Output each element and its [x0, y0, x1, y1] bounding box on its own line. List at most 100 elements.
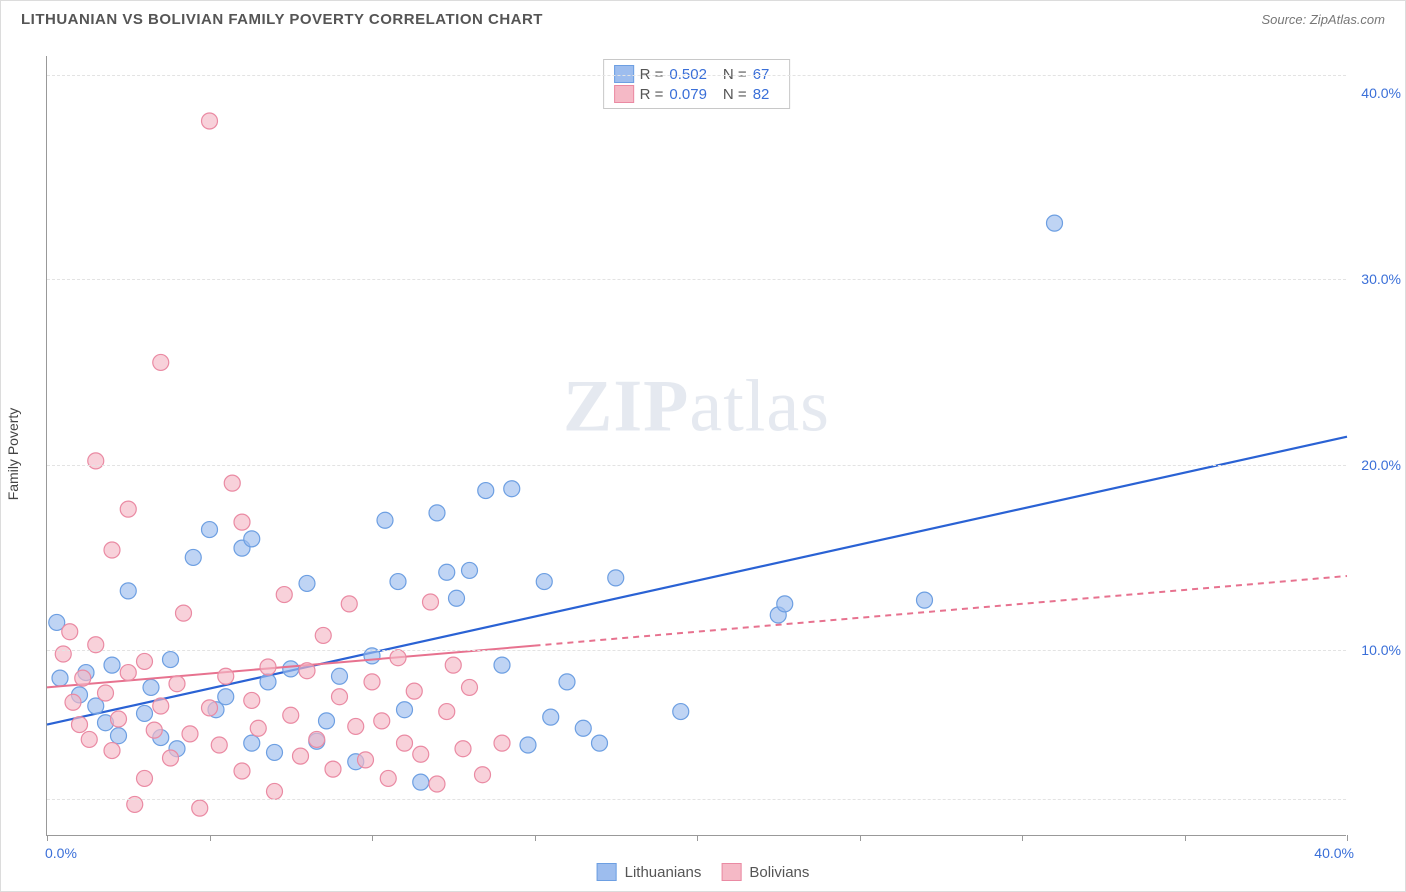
scatter-point	[358, 752, 374, 768]
scatter-point	[494, 657, 510, 673]
scatter-point	[143, 679, 159, 695]
scatter-point	[377, 512, 393, 528]
scatter-point	[120, 665, 136, 681]
scatter-point	[575, 720, 591, 736]
scatter-point	[250, 720, 266, 736]
scatter-point	[260, 659, 276, 675]
scatter-point	[234, 763, 250, 779]
scatter-point	[325, 761, 341, 777]
scatter-point	[62, 624, 78, 640]
y-tick-label: 30.0%	[1361, 271, 1401, 287]
r-value: 0.079	[669, 86, 707, 103]
scatter-point	[98, 685, 114, 701]
scatter-point	[917, 592, 933, 608]
chart-container: LITHUANIAN VS BOLIVIAN FAMILY POVERTY CO…	[0, 0, 1406, 892]
scatter-point	[276, 587, 292, 603]
gridline	[47, 465, 1346, 466]
scatter-point	[163, 652, 179, 668]
scatter-point	[429, 776, 445, 792]
scatter-point	[406, 683, 422, 699]
scatter-point	[449, 590, 465, 606]
scatter-point	[267, 744, 283, 760]
scatter-point	[137, 770, 153, 786]
trend-line-dashed	[535, 576, 1348, 646]
scatter-point	[439, 704, 455, 720]
scatter-point	[462, 679, 478, 695]
x-tick	[372, 835, 373, 841]
scatter-point	[475, 767, 491, 783]
x-tick	[860, 835, 861, 841]
gridline	[47, 75, 1346, 76]
scatter-point	[88, 453, 104, 469]
scatter-point	[374, 713, 390, 729]
scatter-point	[111, 728, 127, 744]
legend-stat-row: R = 0.079 N = 82	[614, 84, 780, 104]
source-attribution: Source: ZipAtlas.com	[1261, 12, 1385, 27]
scatter-point	[520, 737, 536, 753]
gridline	[47, 279, 1346, 280]
x-tick-label: 40.0%	[1314, 845, 1354, 861]
scatter-point	[244, 735, 260, 751]
x-tick-label: 0.0%	[45, 845, 77, 861]
legend-item: Lithuanians	[597, 863, 702, 881]
scatter-point	[52, 670, 68, 686]
scatter-point	[390, 574, 406, 590]
scatter-point	[309, 731, 325, 747]
scatter-point	[673, 704, 689, 720]
scatter-point	[202, 700, 218, 716]
y-tick-label: 10.0%	[1361, 642, 1401, 658]
scatter-svg	[47, 56, 1346, 835]
scatter-point	[293, 748, 309, 764]
scatter-point	[364, 674, 380, 690]
stats-legend: R = 0.502 N = 67 R = 0.079 N = 82	[603, 59, 791, 109]
scatter-point	[104, 743, 120, 759]
scatter-point	[397, 735, 413, 751]
scatter-point	[332, 668, 348, 684]
y-tick-label: 40.0%	[1361, 85, 1401, 101]
scatter-point	[1047, 215, 1063, 231]
scatter-point	[429, 505, 445, 521]
scatter-point	[153, 698, 169, 714]
scatter-point	[137, 705, 153, 721]
scatter-point	[137, 653, 153, 669]
scatter-point	[185, 549, 201, 565]
scatter-point	[439, 564, 455, 580]
scatter-point	[55, 646, 71, 662]
scatter-point	[182, 726, 198, 742]
legend-item: Bolivians	[721, 863, 809, 881]
scatter-point	[319, 713, 335, 729]
scatter-point	[111, 711, 127, 727]
header: LITHUANIAN VS BOLIVIAN FAMILY POVERTY CO…	[1, 1, 1405, 34]
x-tick	[47, 835, 48, 841]
x-tick	[1347, 835, 1348, 841]
scatter-point	[218, 668, 234, 684]
scatter-point	[283, 661, 299, 677]
scatter-point	[153, 354, 169, 370]
scatter-point	[244, 531, 260, 547]
trend-line	[47, 437, 1347, 725]
scatter-point	[341, 596, 357, 612]
scatter-point	[413, 774, 429, 790]
scatter-point	[104, 657, 120, 673]
scatter-point	[146, 722, 162, 738]
scatter-point	[211, 737, 227, 753]
scatter-point	[75, 670, 91, 686]
scatter-point	[244, 692, 260, 708]
gridline	[47, 650, 1346, 651]
scatter-point	[163, 750, 179, 766]
y-tick-label: 20.0%	[1361, 457, 1401, 473]
y-axis-label: Family Poverty	[5, 408, 21, 501]
gridline	[47, 799, 1346, 800]
scatter-point	[332, 689, 348, 705]
scatter-point	[176, 605, 192, 621]
scatter-point	[224, 475, 240, 491]
scatter-point	[397, 702, 413, 718]
scatter-point	[608, 570, 624, 586]
scatter-point	[380, 770, 396, 786]
legend-label: Lithuanians	[625, 864, 702, 881]
legend-swatch	[614, 85, 634, 103]
scatter-point	[104, 542, 120, 558]
scatter-point	[777, 596, 793, 612]
x-tick	[697, 835, 698, 841]
scatter-point	[267, 783, 283, 799]
